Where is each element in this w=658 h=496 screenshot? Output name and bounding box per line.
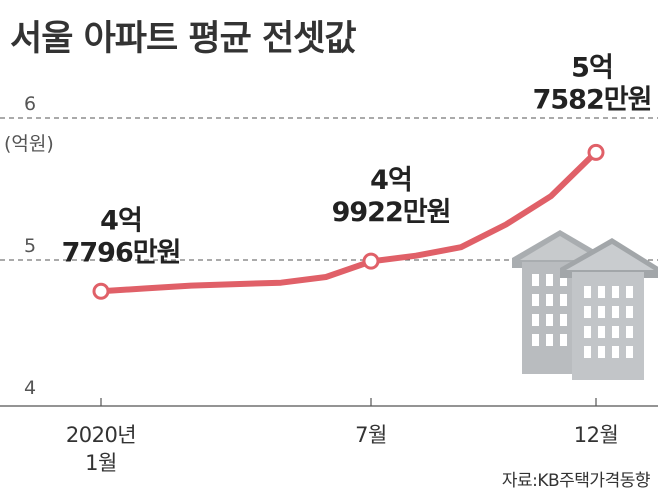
data-point-marker	[587, 143, 605, 161]
series-line	[98, 149, 599, 295]
y-axis-unit: (억원)	[4, 133, 54, 155]
y-axis-ticks: 6 5 4	[24, 93, 36, 399]
x-tick-label: 7월	[355, 423, 387, 447]
x-tick-label: 12월	[574, 423, 619, 447]
data-label: 4억	[370, 165, 412, 196]
data-label: 9922만원	[332, 197, 451, 228]
data-point-marker	[92, 282, 110, 300]
series-layer	[92, 143, 605, 300]
y-tick-label: 4	[24, 377, 36, 399]
source-note: 자료:KB주택가격동향	[502, 471, 650, 491]
x-tick-label: 1월	[85, 451, 117, 475]
y-tick-label: 5	[24, 235, 36, 257]
data-label: 5억	[571, 52, 613, 83]
data-point-marker	[362, 252, 380, 270]
apartment-buildings-icon	[512, 230, 658, 380]
data-label: 7796만원	[62, 237, 181, 268]
chart-title: 서울 아파트 평균 전셋값	[10, 19, 356, 59]
y-tick-label: 6	[24, 93, 36, 115]
data-label: 4억	[100, 205, 142, 236]
gridlines	[0, 117, 658, 261]
x-tick-label: 2020년	[66, 423, 136, 447]
data-label: 7582만원	[533, 84, 652, 115]
x-axis-ticks: 2020년 1월 7월 12월	[66, 398, 619, 475]
